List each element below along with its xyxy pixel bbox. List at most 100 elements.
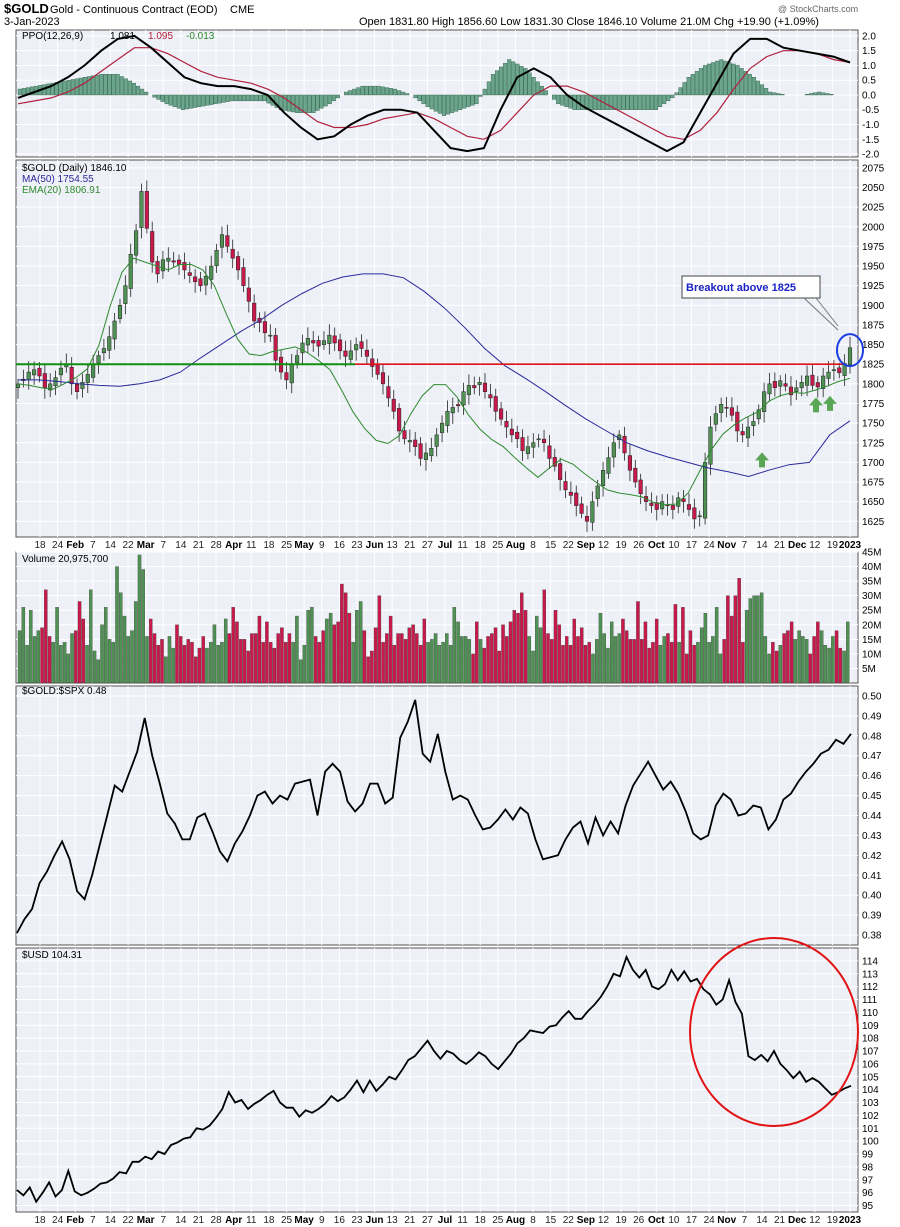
ppo-histogram-bar (356, 87, 361, 96)
gold-spx-tick-label: 0.38 (862, 931, 882, 942)
gold-spx-tick-label: 0.50 (862, 691, 882, 702)
usd-tick-label: 97 (862, 1175, 874, 1186)
volume-bar (268, 642, 273, 684)
volume-bar (493, 627, 498, 684)
instrument-name: Gold - Continuous Contract (EOD) (50, 4, 218, 16)
x-tick-label: 7 (742, 1215, 748, 1226)
ppo-histogram-bar (556, 94, 561, 105)
x-tick-label: 14 (105, 1215, 117, 1226)
volume-bar (696, 642, 700, 684)
price-legend-title: $GOLD (Daily) 1846.10 (22, 163, 127, 174)
x-tick-label: 26 (633, 1215, 645, 1226)
ppo-histogram-bar (735, 65, 740, 96)
candle-body (230, 248, 235, 259)
ppo-histogram-bar (213, 94, 218, 105)
x-tick-label: 19 (616, 540, 628, 551)
price-tick-label: 1700 (862, 458, 885, 469)
price-tick-label: 1625 (862, 517, 885, 528)
candle-body (778, 380, 783, 387)
ppo-histogram-bar (678, 87, 683, 96)
ppo-histogram-bar (490, 74, 495, 96)
volume-bar (838, 647, 843, 684)
volume-bar (557, 624, 561, 684)
breakout-circle (836, 333, 864, 368)
ppo-histogram-bar (727, 62, 732, 96)
ppo-histogram-bar (217, 94, 222, 104)
gold-spx-tick-label: 0.47 (862, 751, 882, 762)
ppo-histogram-bar (694, 71, 699, 96)
volume-bar (418, 645, 423, 684)
volume-bar (684, 653, 689, 684)
volume-bar (66, 653, 71, 684)
candle-body (456, 404, 461, 407)
x-tick-label: 12 (809, 1215, 821, 1226)
candle-body (724, 407, 729, 409)
volume-bar (595, 639, 599, 684)
x-tick-label: Jul (438, 540, 453, 551)
candle-body (407, 440, 412, 443)
volume-bar (729, 615, 734, 684)
price-tick-label: 1825 (862, 360, 885, 371)
ppo-histogram-bar (160, 94, 165, 102)
volume-bar (115, 566, 119, 684)
ppo-tick-label: 0.5 (862, 76, 876, 87)
candle-body (155, 261, 160, 275)
volume-bar (624, 630, 629, 684)
ppo-histogram-bar (66, 80, 71, 96)
ppo-histogram-bar (654, 94, 659, 110)
ppo-histogram-bar (123, 78, 128, 96)
candle-body (423, 452, 428, 460)
x-tick-label: 13 (387, 540, 399, 551)
x-tick-label: Feb (66, 540, 84, 551)
ppo-histogram-bar (450, 94, 455, 113)
x-tick-label: 14 (756, 540, 768, 551)
candle-body (563, 481, 568, 491)
symbol: $GOLD (4, 1, 49, 16)
ppo-histogram-bar (723, 60, 728, 96)
x-tick-label: May (294, 540, 314, 551)
volume-bar (748, 598, 753, 684)
ppo-histogram-bar (164, 94, 169, 105)
candle-body (472, 385, 477, 389)
volume-bar (201, 636, 205, 684)
volume-bar (636, 601, 640, 684)
price-tick-label: 1775 (862, 399, 885, 410)
ppo-histogram-bar (731, 63, 736, 96)
volume-bar (726, 595, 730, 684)
ppo-histogram-bar (352, 88, 357, 96)
callout-pointer (815, 297, 839, 327)
ppo-histogram-bar (258, 94, 263, 102)
price-tick-label: 1850 (862, 340, 885, 351)
ppo-histogram-bar (511, 61, 516, 96)
usd-tick-label: 109 (862, 1021, 879, 1032)
ppo-histogram-bar (437, 94, 442, 114)
volume-bar (317, 642, 322, 684)
ppo-histogram-bar (70, 79, 75, 96)
volume-bar (77, 601, 82, 684)
x-tick-label: 10 (668, 1215, 680, 1226)
candle-body (434, 434, 439, 447)
usd-tick-label: 99 (862, 1150, 874, 1161)
candle-body (719, 404, 724, 413)
usd-tick-label: 113 (862, 969, 878, 980)
ppo-histogram-bar (50, 82, 55, 96)
usd-tick-label: 104 (862, 1085, 879, 1096)
volume-bar (654, 618, 659, 684)
usd-tick-label: 102 (862, 1111, 879, 1122)
candle-body (735, 411, 740, 432)
candle-body (289, 363, 294, 384)
x-tick-label: 8 (530, 540, 536, 551)
candle-body (300, 342, 305, 354)
volume-bar (501, 624, 505, 684)
usd-tick-label: 114 (862, 956, 878, 967)
price-tick-label: 1875 (862, 320, 885, 331)
volume-bar (587, 642, 591, 684)
volume-bar (433, 633, 438, 684)
price-tick-label: 1950 (862, 262, 885, 273)
price-tick-label: 1725 (862, 438, 885, 449)
price-panel: 2075 2050 2025 2000 1975 1950 1925 1900 1875 1850… (15, 159, 885, 538)
volume-bar (182, 645, 187, 684)
x-tick-label: 19 (827, 1215, 839, 1226)
x-tick-label: 7 (160, 1215, 166, 1226)
x-tick-label: 25 (492, 1215, 504, 1226)
